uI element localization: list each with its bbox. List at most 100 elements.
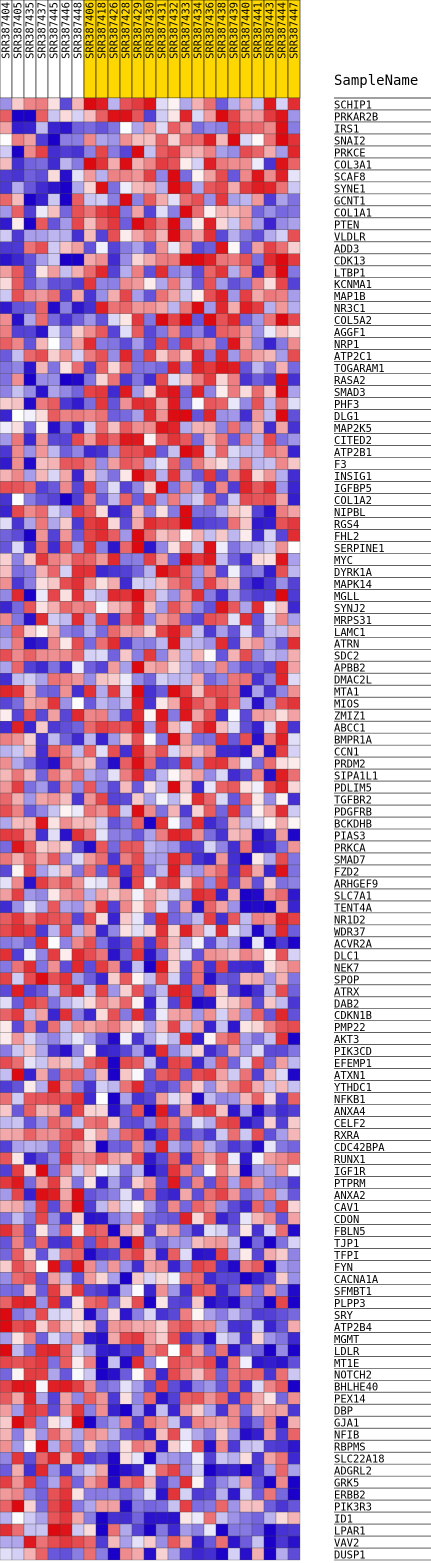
heatmap-cell [131, 1236, 145, 1249]
heatmap-cell [83, 409, 97, 422]
heatmap-cell [47, 1236, 61, 1249]
heatmap-cell [179, 1440, 193, 1453]
row-label: ATP2B4 [334, 1322, 372, 1334]
heatmap-cell [35, 756, 49, 770]
heatmap-cell [95, 97, 109, 111]
heatmap-cell [251, 97, 265, 111]
heatmap-cell [227, 397, 241, 410]
heatmap-cell [83, 1499, 97, 1513]
heatmap-cell [83, 541, 97, 554]
heatmap-cell [287, 673, 301, 686]
heatmap-cell [0, 469, 13, 482]
heatmap-cell [107, 816, 121, 830]
heatmap-cell [59, 517, 73, 530]
heatmap-cell [275, 1440, 289, 1453]
heatmap-cell [191, 816, 205, 830]
heatmap-cell [239, 744, 253, 758]
heatmap-cell [179, 948, 193, 961]
heatmap-cell [107, 1344, 121, 1357]
heatmap-cell [59, 361, 73, 374]
heatmap-cell [71, 157, 85, 171]
heatmap-cell [155, 493, 169, 506]
heatmap-cell [23, 1104, 37, 1117]
heatmap-cell [179, 109, 193, 123]
heatmap-cell [179, 816, 193, 830]
heatmap-cell [227, 1380, 241, 1393]
heatmap-cell [119, 229, 133, 242]
heatmap-cell [227, 133, 241, 147]
heatmap-cell [131, 1392, 145, 1405]
heatmap-cell [263, 1032, 277, 1045]
heatmap-cell [83, 565, 97, 578]
heatmap-cell [107, 840, 121, 854]
heatmap-cell [191, 936, 205, 949]
heatmap-cell [131, 888, 145, 902]
heatmap-cell [83, 301, 97, 314]
heatmap-cell [215, 1104, 229, 1117]
heatmap-cell [215, 493, 229, 506]
heatmap-cell [251, 217, 265, 230]
heatmap-cell [251, 984, 265, 997]
heatmap-cell [287, 1068, 301, 1081]
heatmap-cell [35, 301, 49, 314]
heatmap-cell [35, 385, 49, 398]
heatmap-cell [23, 649, 37, 662]
row-label: TJP1 [334, 1238, 359, 1250]
heatmap-cell [71, 888, 85, 902]
heatmap-cell [11, 649, 25, 662]
heatmap-cell [47, 601, 61, 614]
heatmap-cell [203, 1332, 217, 1345]
heatmap-cell [95, 948, 109, 961]
heatmap-cell [119, 253, 133, 266]
heatmap-cell [119, 289, 133, 302]
heatmap-cell [167, 253, 181, 266]
heatmap-cell [35, 1344, 49, 1357]
heatmap-cell [11, 1236, 25, 1249]
heatmap-cell [215, 840, 229, 854]
heatmap-cell [119, 1296, 133, 1309]
heatmap-cell [131, 265, 145, 278]
heatmap-cell [275, 1296, 289, 1309]
heatmap-cell [287, 888, 301, 902]
heatmap-cell [239, 553, 253, 566]
heatmap-cell [215, 1523, 229, 1537]
heatmap-cell [227, 253, 241, 266]
heatmap-cell [263, 852, 277, 866]
heatmap-cell [11, 409, 25, 422]
heatmap-cell [227, 685, 241, 698]
heatmap-cell [119, 445, 133, 458]
heatmap-cell [11, 289, 25, 302]
heatmap-cell [251, 445, 265, 458]
heatmap-cell [215, 121, 229, 135]
heatmap-cell [287, 325, 301, 338]
heatmap-cell [215, 852, 229, 866]
heatmap-cell [275, 673, 289, 686]
heatmap-cell [107, 912, 121, 926]
heatmap-cell [71, 972, 85, 985]
heatmap-cell [131, 1260, 145, 1273]
heatmap-cell [167, 97, 181, 111]
heatmap-cell [287, 625, 301, 638]
heatmap-cell [263, 1428, 277, 1441]
heatmap-cell [119, 1475, 133, 1489]
heatmap-cell [11, 265, 25, 278]
heatmap-cell [119, 157, 133, 171]
heatmap-cell [167, 720, 181, 734]
heatmap-cell [287, 1344, 301, 1357]
heatmap-cell [95, 756, 109, 770]
heatmap-cell [59, 852, 73, 866]
heatmap-cell [239, 1200, 253, 1213]
heatmap-cell [263, 1284, 277, 1297]
heatmap-cell [95, 565, 109, 578]
heatmap-cell [59, 744, 73, 758]
heatmap-cell [59, 181, 73, 195]
heatmap-cell [191, 1499, 205, 1513]
heatmap-cell [95, 1320, 109, 1333]
heatmap-cell [143, 1380, 157, 1393]
heatmap-cell [119, 1523, 133, 1537]
heatmap-cell [35, 625, 49, 638]
heatmap-cell [203, 577, 217, 590]
heatmap-cell [143, 1260, 157, 1273]
heatmap-cell [239, 493, 253, 506]
heatmap-cell [275, 493, 289, 506]
